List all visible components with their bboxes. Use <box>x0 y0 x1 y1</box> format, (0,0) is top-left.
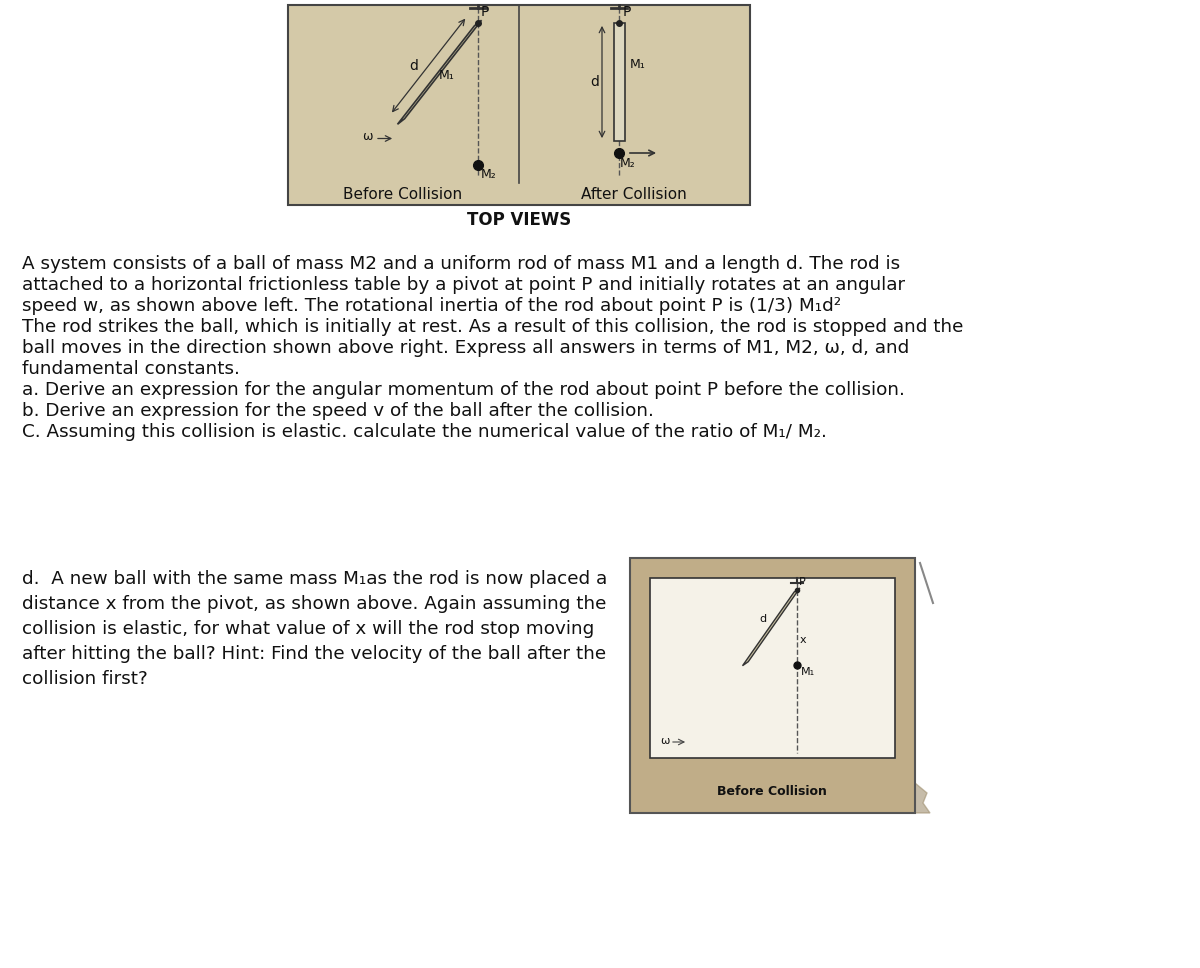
Text: M₁: M₁ <box>439 69 455 81</box>
Text: ω: ω <box>660 736 670 746</box>
Text: d: d <box>409 59 419 73</box>
Text: Before Collision: Before Collision <box>343 187 462 202</box>
Text: TOP VIEWS: TOP VIEWS <box>467 211 571 229</box>
Bar <box>288 5 750 205</box>
Text: x: x <box>800 635 806 645</box>
Text: d: d <box>760 615 767 624</box>
Text: d: d <box>590 75 599 89</box>
Polygon shape <box>397 20 481 124</box>
Bar <box>650 578 895 758</box>
Polygon shape <box>916 783 930 813</box>
Polygon shape <box>743 588 800 666</box>
Text: M₁: M₁ <box>630 58 646 71</box>
Text: The rod strikes the ball, which is initially at rest. As a result of this collis: The rod strikes the ball, which is initi… <box>22 318 964 336</box>
Text: A system consists of a ball of mass M2 and a uniform rod of mass M1 and a length: A system consists of a ball of mass M2 a… <box>22 255 900 273</box>
Text: collision first?: collision first? <box>22 670 148 688</box>
Text: Before Collision: Before Collision <box>718 785 827 798</box>
Text: M₁: M₁ <box>802 667 815 677</box>
Text: distance x from the pivot, as shown above. Again assuming the: distance x from the pivot, as shown abov… <box>22 595 606 613</box>
Text: fundamental constants.: fundamental constants. <box>22 360 240 378</box>
Text: attached to a horizontal frictionless table by a pivot at point P and initially : attached to a horizontal frictionless ta… <box>22 276 905 294</box>
Text: P: P <box>799 577 805 587</box>
Text: ω: ω <box>362 130 373 143</box>
Bar <box>630 558 916 813</box>
Text: speed w, as shown above left. The rotational inertia of the rod about point P is: speed w, as shown above left. The rotati… <box>22 297 841 315</box>
Text: b. Derive an expression for the speed v of the ball after the collision.: b. Derive an expression for the speed v … <box>22 402 654 420</box>
Text: M₂: M₂ <box>481 168 497 181</box>
Text: P: P <box>481 5 490 19</box>
Text: after hitting the ball? Hint: Find the velocity of the ball after the: after hitting the ball? Hint: Find the v… <box>22 645 606 663</box>
Text: d.  A new ball with the same mass M₁as the rod is now placed a: d. A new ball with the same mass M₁as th… <box>22 570 607 588</box>
Text: M₂: M₂ <box>620 157 636 170</box>
Text: After Collision: After Collision <box>581 187 686 202</box>
Text: P: P <box>623 5 631 19</box>
Text: C. Assuming this collision is elastic. calculate the numerical value of the rati: C. Assuming this collision is elastic. c… <box>22 423 827 441</box>
Bar <box>614 23 625 141</box>
Text: collision is elastic, for what value of x will the rod stop moving: collision is elastic, for what value of … <box>22 620 594 638</box>
Text: a. Derive an expression for the angular momentum of the rod about point P before: a. Derive an expression for the angular … <box>22 381 905 399</box>
Text: ball moves in the direction shown above right. Express all answers in terms of M: ball moves in the direction shown above … <box>22 339 910 357</box>
